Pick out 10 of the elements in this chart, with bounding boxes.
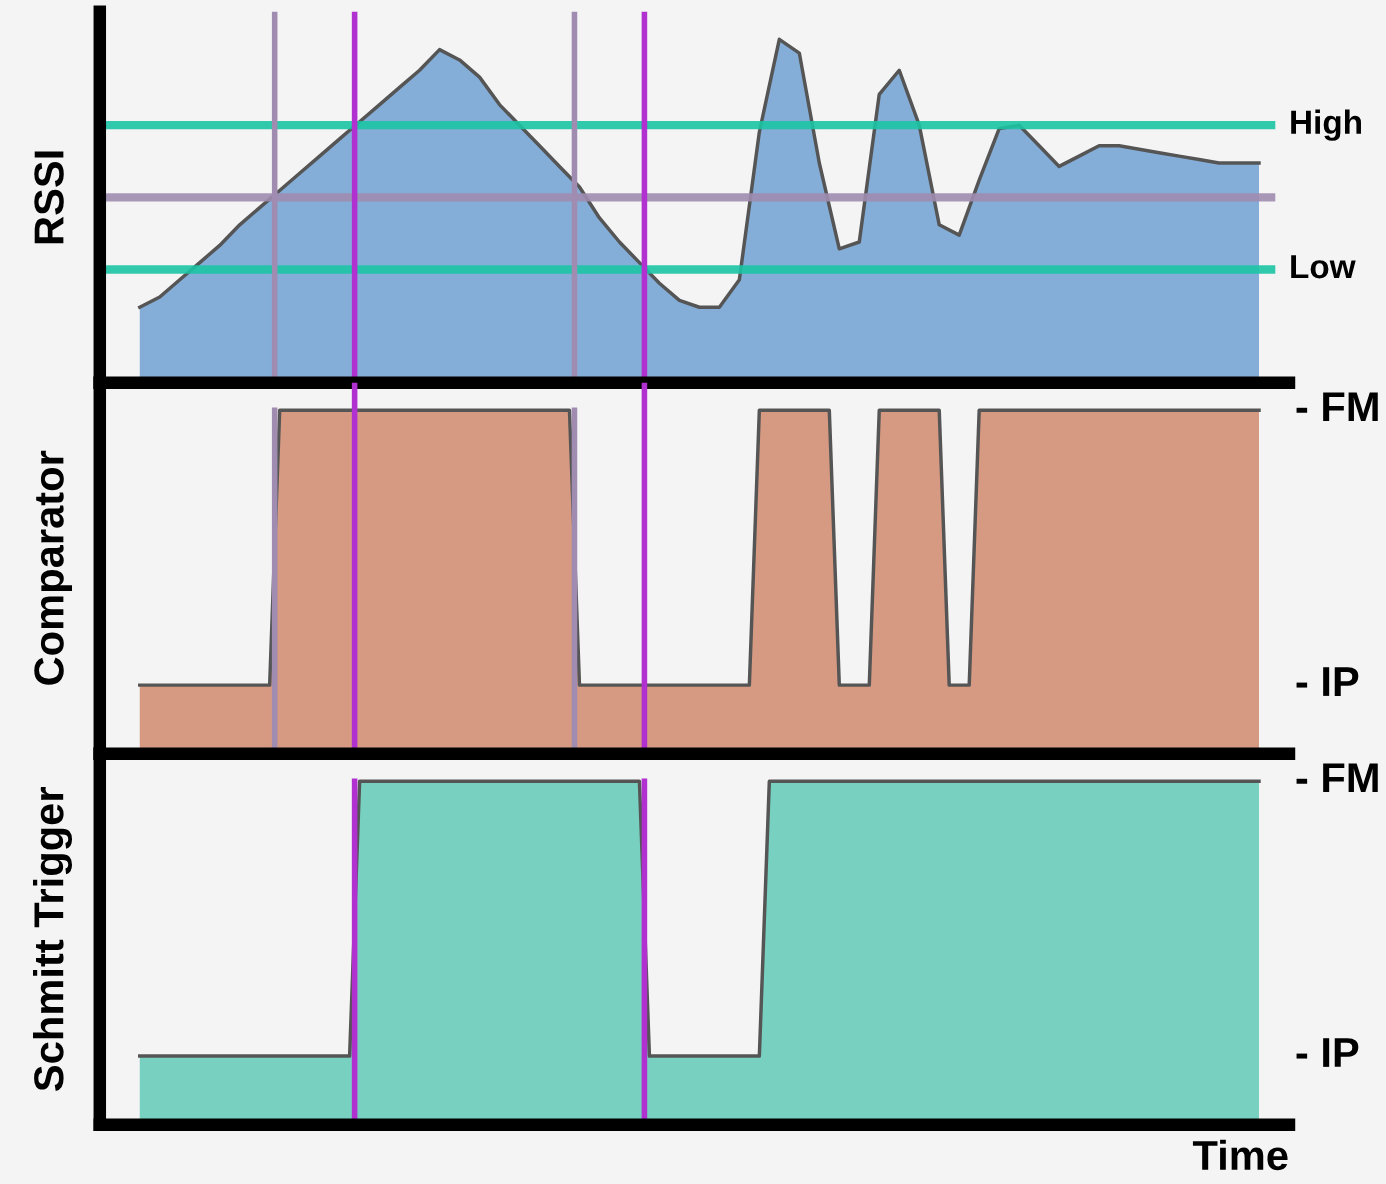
ref-line-label: Low (1291, 255, 1356, 279)
y-axis-title: Schmitt Trigger (32, 787, 73, 1091)
y-axis-title: RSSI (34, 151, 64, 244)
y-axis-title: Comparator (34, 450, 73, 685)
text: - IP (1296, 667, 1359, 696)
text: - FM (1296, 763, 1378, 793)
x-axis-title: Time (1192, 1139, 1288, 1171)
ref-line-label: High (1291, 109, 1361, 141)
text: - FM (1296, 392, 1378, 422)
text: - IP (1296, 1038, 1359, 1067)
